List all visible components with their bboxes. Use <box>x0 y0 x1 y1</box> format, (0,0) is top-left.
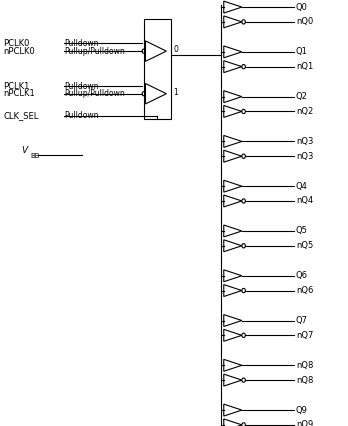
Text: 1: 1 <box>173 88 178 97</box>
Text: Pulldown: Pulldown <box>64 111 99 121</box>
Text: Q9: Q9 <box>296 406 308 414</box>
Text: nQ5: nQ5 <box>296 241 313 250</box>
Text: nQ9: nQ9 <box>296 420 313 426</box>
Text: nQ6: nQ6 <box>296 286 313 295</box>
Text: nQ8: nQ8 <box>296 376 313 385</box>
Text: Q6: Q6 <box>296 271 308 280</box>
Text: Pulldown: Pulldown <box>64 39 99 48</box>
Text: Q1: Q1 <box>296 47 308 56</box>
Text: nQ8: nQ8 <box>296 361 313 370</box>
Text: PCLK0: PCLK0 <box>3 39 30 48</box>
Text: nQ2: nQ2 <box>296 107 313 116</box>
Text: Q7: Q7 <box>296 316 308 325</box>
Text: nQ1: nQ1 <box>296 62 313 71</box>
Text: nPCLK0: nPCLK0 <box>3 46 35 56</box>
Text: nQ3: nQ3 <box>296 152 313 161</box>
Text: nQ3: nQ3 <box>296 137 313 146</box>
Text: Pulldown: Pulldown <box>64 81 99 91</box>
Text: nQ0: nQ0 <box>296 17 313 26</box>
Text: PCLK1: PCLK1 <box>3 81 30 91</box>
Text: nQ7: nQ7 <box>296 331 313 340</box>
Text: Pullup/Pulldown: Pullup/Pulldown <box>64 89 125 98</box>
Text: Q0: Q0 <box>296 3 308 12</box>
Text: Q4: Q4 <box>296 182 308 191</box>
Text: BB: BB <box>31 153 40 158</box>
Text: nQ4: nQ4 <box>296 196 313 205</box>
Text: 0: 0 <box>173 45 178 55</box>
Text: CLK_SEL: CLK_SEL <box>3 111 39 121</box>
Text: Q5: Q5 <box>296 227 308 236</box>
Text: Q2: Q2 <box>296 92 308 101</box>
Text: V: V <box>21 147 27 155</box>
Text: nPCLK1: nPCLK1 <box>3 89 35 98</box>
Text: Pullup/Pulldown: Pullup/Pulldown <box>64 46 125 56</box>
